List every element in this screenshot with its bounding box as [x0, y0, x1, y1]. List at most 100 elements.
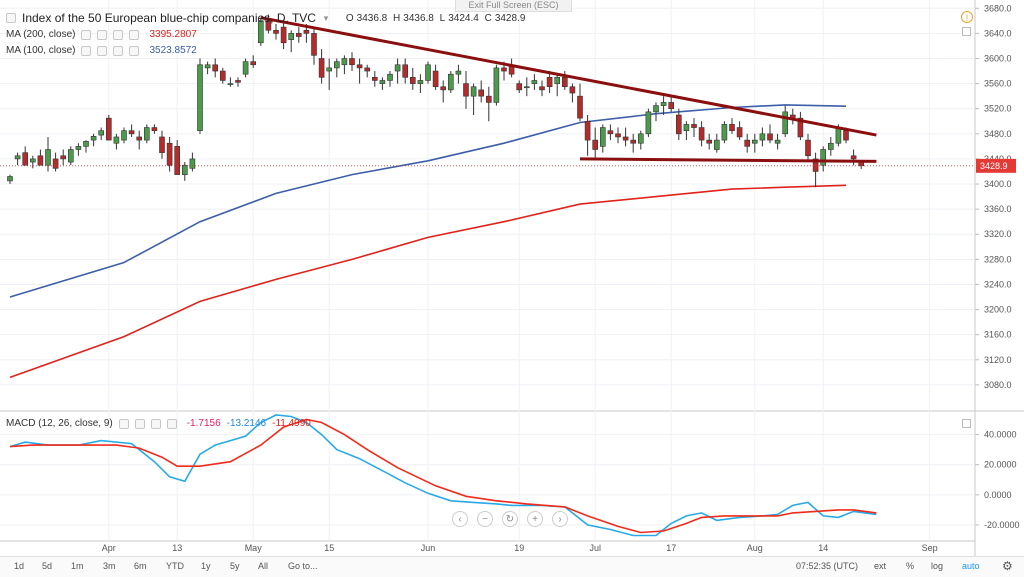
range-5y[interactable]: 5y [230, 561, 240, 571]
candle [37, 149, 44, 166]
add-icon[interactable] [113, 29, 124, 40]
chevron-down-icon[interactable]: ▼ [321, 13, 330, 23]
exit-fullscreen-button[interactable]: Exit Full Screen (ESC) [455, 0, 572, 12]
candle [326, 58, 333, 90]
candle-body [364, 67, 371, 72]
close-icon[interactable] [129, 45, 140, 56]
add-icon[interactable] [150, 418, 161, 429]
scroll-right-icon[interactable]: › [552, 511, 568, 527]
trendline [579, 157, 877, 163]
pane-maximize-icon[interactable] [962, 419, 971, 428]
pane-maximize-icon[interactable] [962, 27, 971, 36]
macd-label[interactable]: MACD (12, 26, close, 9) [6, 418, 113, 429]
range-5d[interactable]: 5d [42, 561, 53, 571]
ma100-legend[interactable]: MA (100, close) 3523.8572 [6, 45, 197, 56]
chart-canvas[interactable]: 3680.03640.03600.03560.03520.03480.03440… [0, 0, 1024, 556]
ma200-legend[interactable]: MA (200, close) 3395.2807 [6, 29, 197, 40]
candle [159, 130, 165, 159]
candle [592, 127, 599, 159]
ohlc-low-label: L [439, 12, 446, 24]
candle-body [402, 64, 409, 78]
candle-body [128, 130, 135, 135]
zoom-in-icon[interactable]: + [527, 511, 543, 527]
candle-body [204, 64, 211, 69]
range-1d[interactable]: 1d [14, 561, 25, 571]
range-all[interactable]: All [258, 561, 269, 571]
candle-body [706, 139, 713, 144]
close-icon[interactable] [166, 418, 177, 429]
candle-body [394, 64, 401, 72]
candle-body [463, 83, 469, 97]
candle-body [561, 77, 568, 88]
trendline [260, 16, 877, 137]
candle-body [409, 77, 416, 84]
ma200-label[interactable]: MA (200, close) [6, 29, 76, 40]
candle-body [113, 136, 120, 144]
gear-icon[interactable] [97, 29, 108, 40]
gear-icon[interactable] [134, 418, 145, 429]
goto-date-button[interactable]: Go to... [288, 561, 318, 571]
candle-body [835, 127, 842, 144]
time-axis-tick-label: Aug [747, 543, 763, 553]
ma100-value: 3523.8572 [149, 45, 197, 56]
range-1m[interactable]: 1m [71, 561, 84, 571]
eye-icon[interactable] [81, 29, 92, 40]
price-axis-tick-label: 3320.0 [984, 229, 1012, 239]
scroll-left-icon[interactable]: ‹ [452, 511, 468, 527]
eye-icon[interactable] [118, 418, 129, 429]
candle-body [478, 89, 485, 97]
chart-legend: Index of the 50 European blue-chip compa… [6, 11, 528, 25]
candle [52, 152, 59, 172]
clock-time[interactable]: 07:52:35 (UTC) [796, 561, 859, 571]
range-ytd[interactable]: YTD [166, 561, 184, 571]
range-3m[interactable]: 3m [103, 561, 116, 571]
range-1y[interactable]: 1y [201, 561, 211, 571]
candle [706, 133, 713, 150]
trendlines[interactable] [260, 16, 877, 163]
candle-body [29, 158, 36, 163]
gear-icon[interactable] [97, 45, 108, 56]
reset-icon[interactable]: ↻ [502, 511, 518, 527]
candle-body [729, 124, 735, 131]
candle-body [220, 70, 226, 81]
candle-body [333, 61, 340, 69]
percent-toggle[interactable]: % [906, 561, 915, 571]
price-axis-tick-label: 3640.0 [984, 28, 1012, 38]
eye-icon[interactable] [81, 45, 92, 56]
candle-body [751, 139, 758, 144]
candle-body [455, 70, 462, 75]
candle-body [637, 133, 644, 144]
candle-body [843, 130, 849, 141]
gear-icon[interactable]: ⚙ [1002, 559, 1013, 573]
candle [577, 83, 583, 122]
add-icon[interactable] [113, 45, 124, 56]
ohlc-close-label: C [484, 12, 492, 24]
candle [850, 149, 857, 166]
close-icon[interactable] [129, 29, 140, 40]
log-toggle[interactable]: log [931, 561, 944, 571]
candle-body [311, 33, 317, 56]
candle-body [288, 33, 295, 40]
ma100-label[interactable]: MA (100, close) [6, 45, 76, 56]
candle [820, 146, 827, 172]
candle [83, 140, 89, 153]
candle [333, 58, 340, 78]
auto-toggle[interactable]: auto [962, 561, 980, 571]
candle [463, 71, 469, 109]
candle [364, 64, 371, 78]
candle-body [523, 86, 530, 89]
range-6m[interactable]: 6m [134, 561, 147, 571]
candle-body [850, 155, 857, 160]
candle-body [37, 155, 44, 166]
candle [204, 61, 211, 75]
candle [660, 96, 667, 115]
macd-legend[interactable]: MACD (12, 26, close, 9) -1.7156 -13.2146… [6, 418, 311, 429]
candle [394, 58, 401, 84]
zoom-out-icon[interactable]: − [477, 511, 493, 527]
symbol-title[interactable]: Index of the 50 European blue-chip compa… [22, 11, 316, 25]
ohlc-close-value: 3428.9 [494, 12, 526, 24]
ext-toggle[interactable]: ext [874, 561, 887, 571]
warning-icon[interactable]: ! [961, 11, 973, 23]
candle [736, 121, 743, 141]
collapse-legend-icon[interactable] [6, 13, 16, 23]
